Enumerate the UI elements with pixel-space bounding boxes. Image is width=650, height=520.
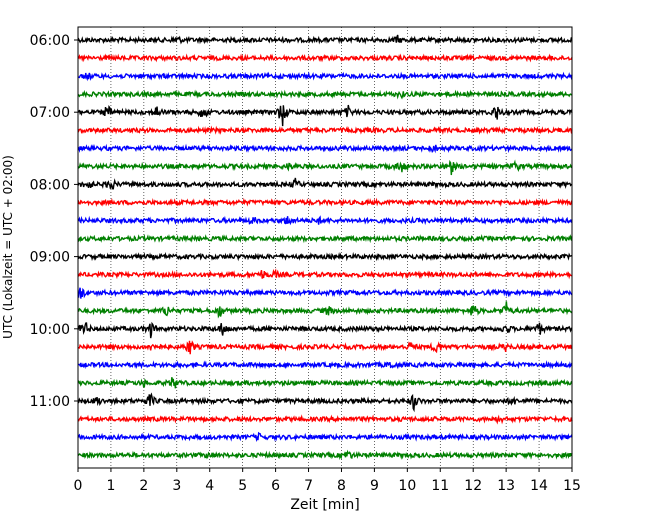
trace-0845 — [77, 233, 573, 244]
y-axis-label: UTC (Lokalzeit = UTC + 02:00) — [1, 155, 15, 339]
y-tick-label: 07:00 — [30, 105, 70, 121]
y-tick-label: 09:00 — [30, 250, 70, 266]
x-tick-label: 11 — [431, 478, 449, 494]
y-tick-label: 11:00 — [30, 394, 70, 410]
plot-background — [78, 27, 572, 468]
y-tick-label: 10:00 — [30, 322, 70, 338]
trace-1145 — [77, 449, 573, 461]
x-axis: 0 1 2 3 4 5 6 7 8 9 10 11 12 13 14 15 — [74, 468, 581, 494]
x-tick-label: 14 — [530, 478, 548, 494]
trace-0900 — [77, 251, 573, 262]
x-tick-label: 0 — [74, 478, 83, 494]
x-tick-label: 6 — [271, 478, 280, 494]
trace-1045 — [77, 377, 573, 389]
x-tick-label: 12 — [464, 478, 482, 494]
trace-1130 — [77, 431, 573, 443]
x-tick-label: 15 — [563, 478, 581, 494]
plot-area — [78, 27, 572, 468]
trace-0830 — [77, 215, 573, 226]
trace-0730 — [77, 143, 573, 154]
x-tick-label: 5 — [238, 478, 247, 494]
x-axis-label: Zeit [min] — [290, 497, 359, 513]
x-tick-label: 4 — [205, 478, 214, 494]
x-tick-label: 7 — [304, 478, 313, 494]
axes-frame — [77, 26, 573, 469]
plot-frame — [77, 26, 573, 469]
x-tick-label: 8 — [337, 478, 346, 494]
y-axis: 06:00 07:00 08:00 09:00 10:00 11:00 — [30, 33, 78, 410]
trace-0700 — [77, 104, 573, 127]
trace-0630 — [77, 71, 573, 82]
trace-0915 — [77, 268, 573, 280]
trace-0745 — [77, 159, 573, 176]
trace-0930 — [77, 287, 573, 299]
trace-1000 — [77, 321, 573, 339]
trace-0645 — [77, 89, 573, 100]
trace-0615 — [77, 53, 573, 63]
trace-1100 — [77, 392, 573, 413]
x-tick-label: 3 — [172, 478, 181, 494]
trace-0800 — [77, 177, 573, 190]
x-tick-label: 2 — [139, 478, 148, 494]
x-tick-label: 1 — [106, 478, 115, 494]
trace-0600 — [77, 34, 573, 45]
x-tick-label: 13 — [497, 478, 515, 494]
y-tick-label: 06:00 — [30, 33, 70, 49]
trace-0715 — [77, 125, 573, 135]
trace-group — [77, 34, 573, 461]
trace-1030 — [77, 360, 573, 370]
trace-1115 — [77, 414, 573, 425]
trace-0945 — [77, 301, 573, 319]
trace-1015 — [77, 340, 573, 355]
y-tick-label: 08:00 — [30, 177, 70, 193]
trace-0815 — [77, 197, 573, 208]
x-tick-label: 10 — [398, 478, 416, 494]
x-tick-label: 9 — [370, 478, 379, 494]
